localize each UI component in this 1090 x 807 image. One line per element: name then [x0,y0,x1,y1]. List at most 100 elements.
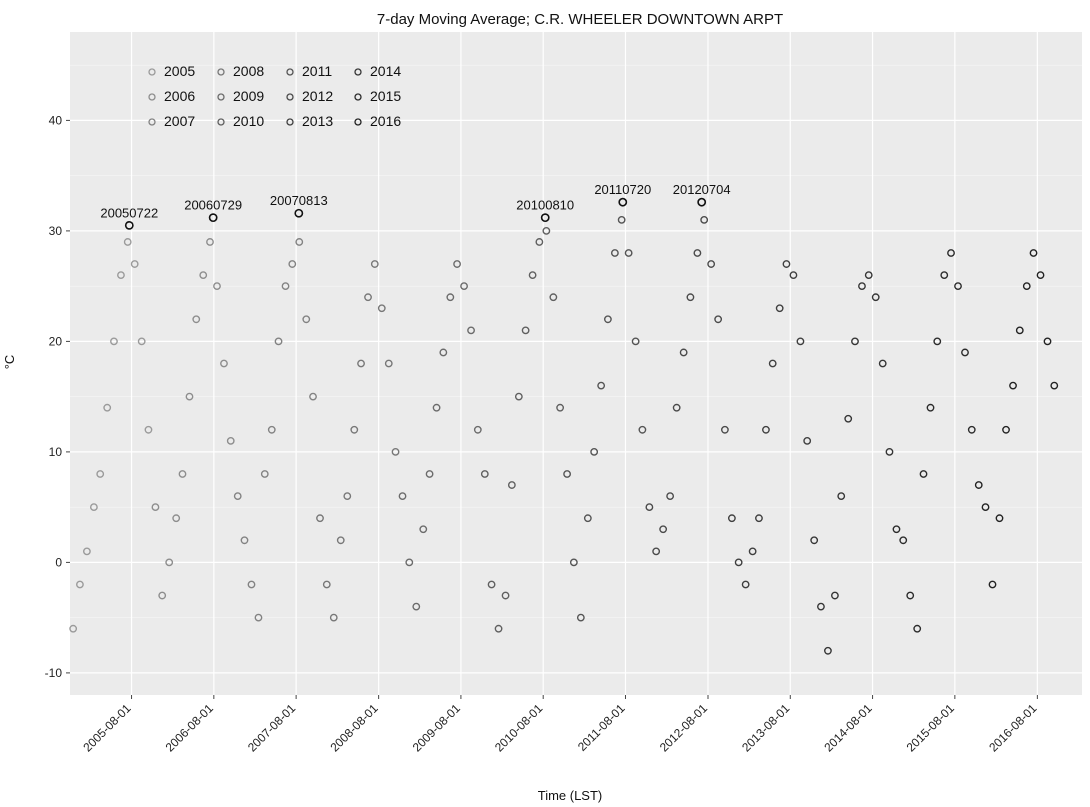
x-tick-label: 2015-08-01 [904,701,958,755]
chart-title: 7-day Moving Average; C.R. WHEELER DOWNT… [377,11,783,28]
data-point-2013 [782,260,791,268]
data-point-2006 [165,558,174,567]
legend-label-2014: 2014 [370,63,401,79]
data-point-2014 [858,282,866,291]
data-point-2010 [528,271,537,279]
data-point-2016 [974,481,983,489]
data-point-2012 [721,425,729,434]
data-point-2015 [961,348,969,357]
data-point-2011 [576,613,585,622]
y-tick-label: 0 [55,555,62,569]
legend-label-2007: 2007 [164,113,195,129]
data-point-2016 [1050,381,1059,390]
legend-label-2010: 2010 [233,113,264,129]
data-point-2009 [405,558,414,567]
data-point-2005 [89,503,98,512]
data-point-2008 [316,514,324,523]
data-point-2016 [1043,337,1052,346]
x-tick-label: 2007-08-01 [245,701,299,755]
data-point-2007 [309,392,317,401]
data-point-2006 [172,514,181,523]
data-point-2012 [672,403,681,412]
legend-key-2013 [286,118,294,126]
data-point-2012 [645,503,654,512]
peak-label: 20050722 [100,205,158,220]
data-point-2006 [151,503,160,512]
data-point-2015 [919,470,928,478]
data-point-2013 [775,304,784,313]
data-point-2009 [398,492,407,500]
data-point-2015 [967,425,976,434]
x-axis-title: Time (LST) [538,788,603,803]
y-tick-label: 10 [49,445,63,459]
legend-key-2010 [217,118,225,126]
data-point-2014 [864,271,873,279]
data-point-2013 [727,514,736,523]
x-tick-label: 2008-08-01 [327,701,381,755]
data-point-2012 [700,215,709,224]
data-point-2012 [666,492,675,500]
data-point-2006 [178,470,187,478]
data-point-2016 [995,514,1004,523]
data-point-2011 [583,514,592,523]
legend-key-2016 [354,118,362,126]
data-point-2006 [192,315,201,324]
peak-point [540,213,550,223]
data-point-2007 [267,425,276,434]
legend-label-2016: 2016 [370,113,401,129]
data-point-2009 [473,425,482,434]
data-point-2006 [206,238,214,246]
legend-key-2006 [148,93,156,101]
legend-label-2005: 2005 [164,63,195,79]
data-point-2006 [158,591,167,600]
data-point-2005 [130,260,139,268]
data-point-2014 [885,447,894,456]
data-point-2006 [199,271,208,279]
y-tick-label: -10 [45,666,63,680]
data-point-2010 [542,226,551,235]
data-point-2005 [96,470,105,478]
data-point-2011 [597,381,606,390]
y-axis-title: °C [2,355,17,370]
data-point-2016 [1029,249,1038,257]
data-point-2009 [419,525,428,534]
legend-label-2008: 2008 [233,63,264,79]
y-tick-label: 20 [49,334,63,348]
peak-point [208,213,218,223]
legend-key-2015 [354,93,362,101]
legend-key-2005 [148,68,156,76]
data-point-2016 [988,580,997,589]
data-point-2015 [906,591,915,600]
x-tick-label: 2014-08-01 [821,701,875,755]
data-point-2010 [501,591,510,600]
legend-label-2013: 2013 [302,113,333,129]
data-point-2013 [741,580,750,589]
data-point-2008 [357,359,365,368]
x-tick-label: 2016-08-01 [986,701,1040,755]
legend-key-2014 [354,68,362,76]
data-point-2008 [343,492,352,500]
peak-point [618,197,628,207]
data-point-2006 [226,436,235,445]
x-tick-label: 2009-08-01 [410,701,464,755]
peak-label: 20060729 [184,198,242,213]
legend-label-2009: 2009 [233,88,264,104]
data-point-2010 [535,238,544,246]
data-point-2014 [831,591,839,600]
peak-point [124,220,134,230]
data-point-2005 [110,337,118,346]
data-point-2007 [302,315,311,324]
data-point-2012 [693,249,702,257]
data-point-2011 [603,315,612,324]
data-point-2010 [514,392,523,401]
data-point-2012 [659,525,668,534]
data-point-2015 [926,403,935,412]
data-point-2016 [1036,271,1045,279]
data-point-2007 [274,337,283,346]
y-axis: -10 0 10 20 30 40 [45,113,70,680]
peak-point [294,208,304,218]
data-point-2013 [755,514,763,523]
data-point-2016 [981,503,990,512]
legend-label-2015: 2015 [370,88,401,104]
data-point-2010 [494,624,503,633]
